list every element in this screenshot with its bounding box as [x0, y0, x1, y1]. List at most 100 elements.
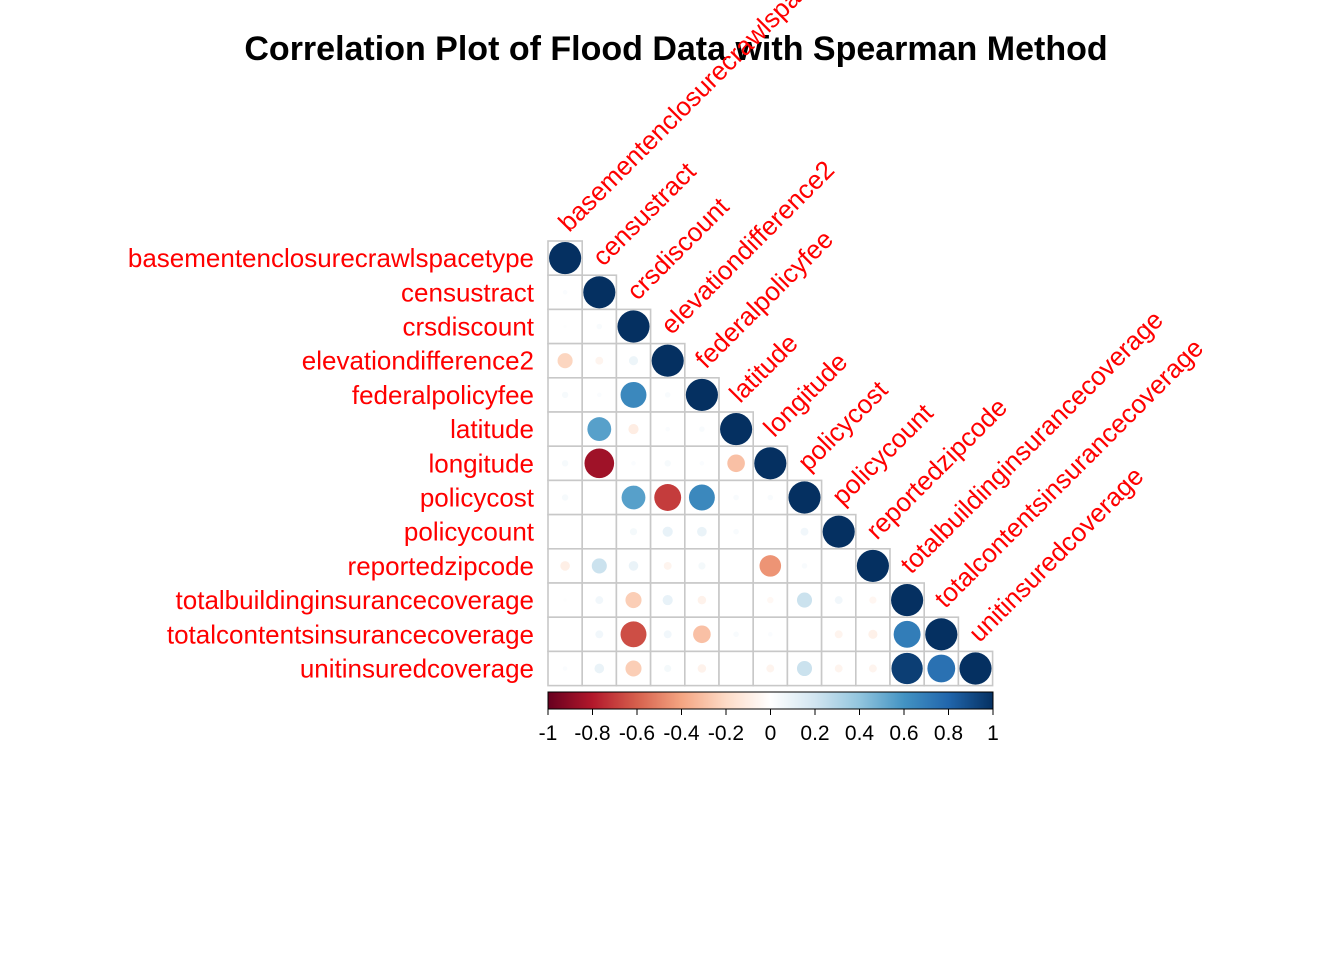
corr-circle-10-10 [891, 584, 924, 617]
corr-circle-12-1 [594, 663, 605, 674]
corr-circle-9-1 [591, 558, 607, 574]
corr-circle-4-0 [561, 391, 569, 399]
corr-circle-8-2 [629, 528, 638, 536]
grid-cell [547, 513, 584, 550]
corr-circle-0-0 [549, 242, 582, 275]
colorbar-tick-label: -0.4 [663, 722, 700, 745]
corr-circle-6-2 [631, 461, 636, 466]
colorbar-tick-label: -1 [539, 722, 558, 745]
corr-circle-6-0 [561, 460, 569, 467]
corr-circle-10-4 [697, 595, 707, 605]
corr-circle-7-5 [733, 494, 739, 501]
row-label-totalbuildinginsurancecoverage: totalbuildinginsurancecoverage [176, 585, 534, 615]
corr-circle-3-2 [628, 356, 639, 366]
row-label-censustract: censustract [401, 277, 535, 307]
corr-circle-8-5 [733, 528, 739, 535]
corr-circle-9-4 [698, 562, 706, 570]
corr-circle-6-6 [754, 447, 787, 480]
grid-cell [820, 547, 857, 584]
corr-circle-8-7 [800, 527, 809, 536]
corr-circle-11-11 [925, 618, 958, 651]
grid-cell [752, 513, 789, 550]
row-labels: basementenclosurecrawlspacetype censustra… [128, 243, 535, 683]
corr-circle-5-4 [699, 426, 705, 432]
corr-circle-12-4 [697, 664, 707, 673]
corr-circle-10-9 [869, 596, 877, 604]
grid-cell [581, 513, 618, 550]
corr-circle-12-8 [834, 664, 843, 673]
row-label-crsdiscount: crsdiscount [403, 312, 535, 342]
colorbar-tick-label: -0.8 [574, 722, 610, 745]
row-label-latitude: latitude [450, 414, 534, 444]
correlation-circles [549, 242, 992, 685]
grid-cell [581, 479, 618, 516]
corr-circle-5-3 [665, 426, 670, 432]
corr-circle-9-9 [856, 549, 889, 582]
row-label-elevationdifference2: elevationdifference2 [302, 346, 534, 376]
corr-circle-6-3 [664, 460, 671, 467]
corr-circle-12-12 [959, 652, 992, 685]
grid-cell [581, 342, 618, 379]
corr-circle-8-4 [697, 526, 707, 537]
corr-circle-7-4 [688, 484, 715, 511]
chart-title: Correlation Plot of Flood Data with Spea… [244, 30, 1107, 68]
corr-circle-9-2 [628, 561, 639, 571]
corr-circle-12-11 [927, 654, 956, 683]
corr-circle-12-9 [868, 664, 877, 673]
corr-circle-9-7 [801, 563, 808, 569]
row-label-reportedzipcode: reportedzipcode [348, 551, 534, 581]
row-label-totalcontentsinsurancecoverage: totalcontentsinsurancecoverage [167, 619, 534, 649]
corr-circle-4-2 [620, 381, 647, 408]
colorbar-gradient [547, 691, 994, 710]
row-label-policycount: policycount [404, 517, 535, 547]
corr-circle-2-2 [617, 310, 650, 343]
corr-circle-11-8 [834, 630, 843, 639]
corr-circle-4-4 [685, 378, 718, 411]
grid-cell [718, 547, 755, 584]
corr-circle-11-3 [663, 630, 672, 639]
corr-circle-11-6 [768, 632, 773, 637]
row-label-unitinsuredcoverage: unitinsuredcoverage [300, 654, 534, 684]
row-label-federalpolicyfee: federalpolicyfee [352, 380, 534, 410]
corr-circle-1-1 [583, 276, 616, 309]
colorbar-tick-label: 0.4 [845, 722, 875, 745]
corr-circle-12-6 [766, 664, 775, 673]
corr-circle-7-3 [654, 484, 682, 511]
colorbar-tick-label: 0.2 [800, 722, 829, 745]
corr-circle-12-2 [625, 660, 642, 677]
colorbar-tick-label: 1 [987, 722, 999, 745]
corr-circle-10-0 [563, 598, 567, 602]
corr-circle-4-3 [664, 392, 671, 398]
grid-cell [718, 582, 755, 619]
corr-circle-11-2 [620, 621, 647, 648]
corr-circle-8-3 [662, 526, 673, 537]
corr-circle-10-3 [662, 595, 673, 606]
corr-circle-6-4 [699, 461, 705, 466]
corr-circle-11-1 [595, 630, 604, 639]
colorbar-tick-label: 0.8 [934, 722, 963, 745]
corr-circle-3-3 [651, 344, 684, 377]
corr-circle-4-1 [597, 392, 602, 398]
corr-circle-8-8 [822, 515, 855, 548]
grid-cell [547, 411, 584, 448]
corr-circle-12-7 [796, 660, 813, 677]
corr-circle-7-2 [621, 485, 646, 510]
corr-circle-9-6 [759, 555, 782, 577]
row-label-longitude: longitude [428, 448, 534, 478]
color-legend: -1 -0.8 -0.6 -0.4 -0.2 0 0.2 0.4 0.6 0.8 1 [539, 691, 999, 745]
corr-circle-11-10 [893, 620, 921, 648]
grid-cell [547, 616, 584, 653]
corr-circle-7-6 [767, 494, 774, 501]
grid-cell [786, 616, 823, 653]
corr-circle-1-0 [562, 290, 568, 295]
corr-circle-12-0 [562, 666, 568, 671]
corr-circle-6-5 [727, 454, 745, 473]
corr-circle-5-1 [587, 417, 612, 442]
corr-circle-11-5 [733, 631, 739, 638]
column-label-totalcontentsinsurancecoverage: totalcontentsinsurancecoverage [928, 333, 1209, 614]
corr-circle-6-1 [584, 448, 615, 479]
corr-circle-9-0 [560, 561, 570, 571]
grid-cell [718, 650, 755, 687]
row-label-policycost: policycost [420, 483, 535, 513]
